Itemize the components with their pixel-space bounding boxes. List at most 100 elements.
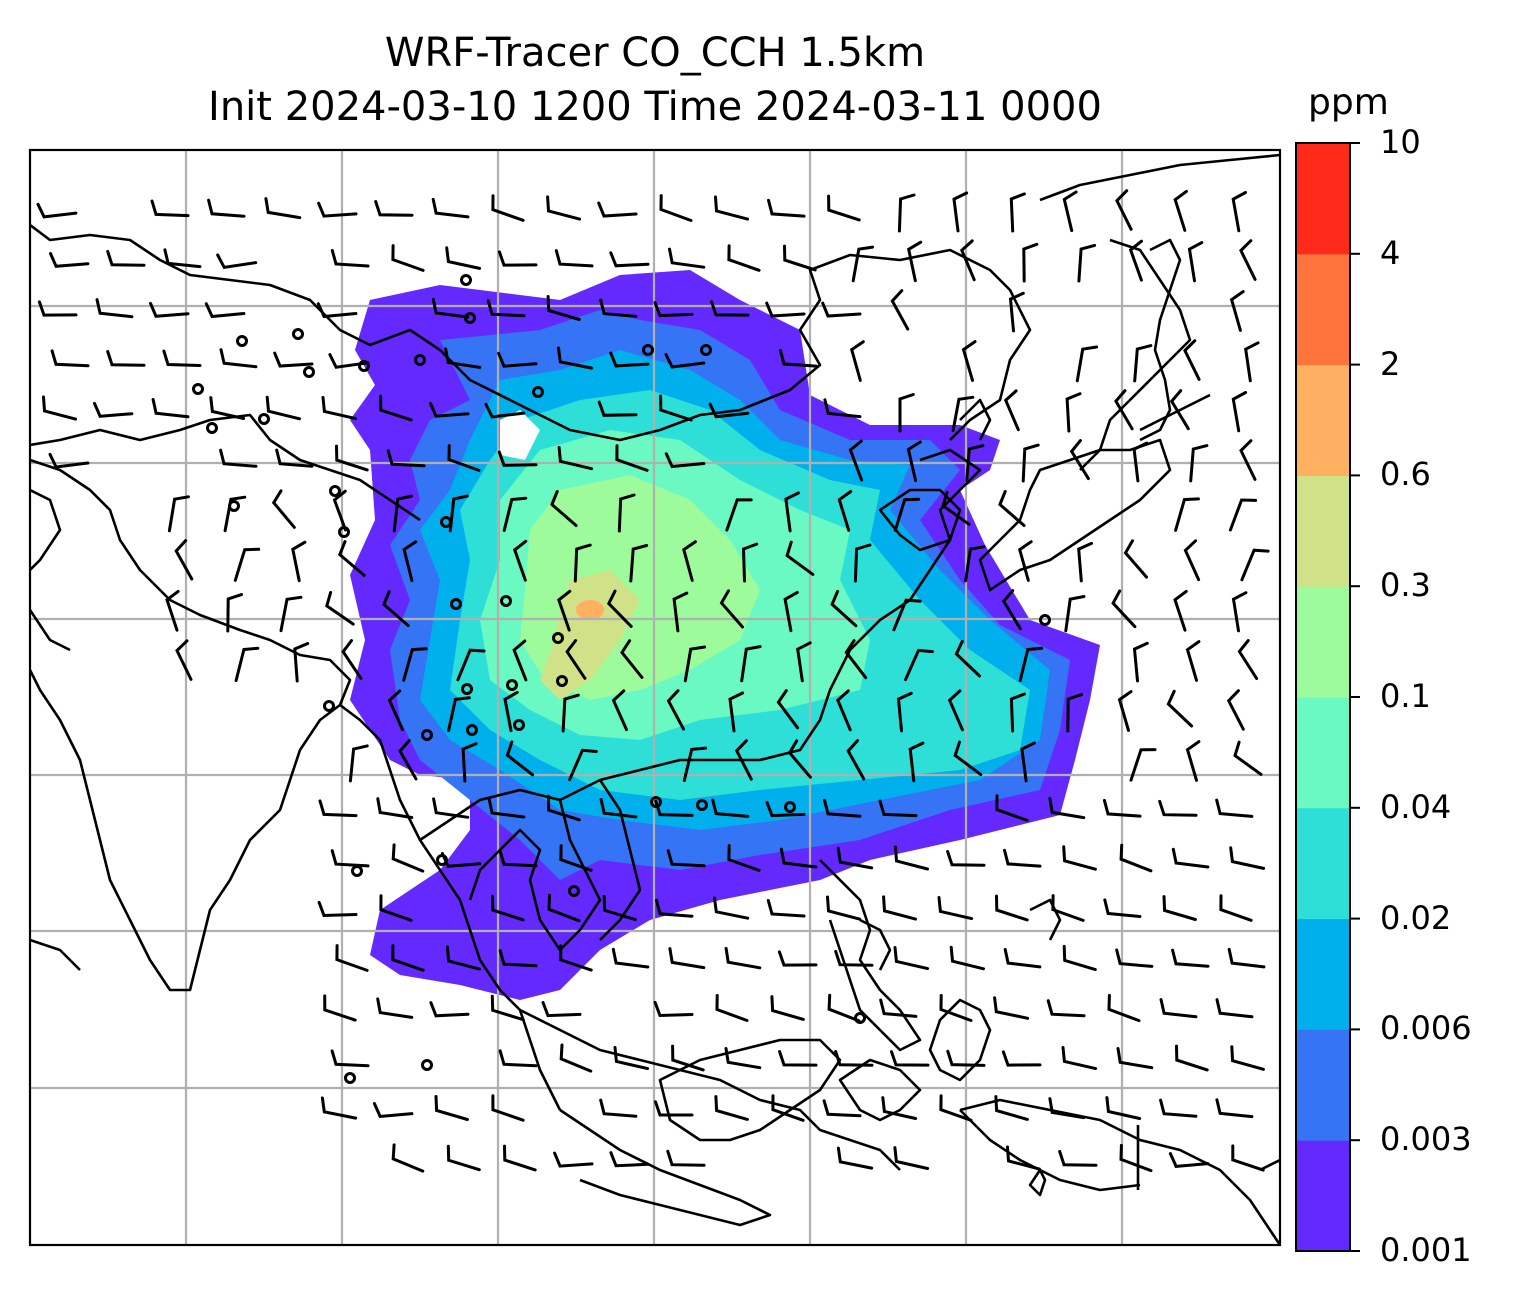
wind-barb (770, 995, 805, 1021)
wind-barb (491, 1094, 525, 1122)
wind-barb (372, 1102, 414, 1118)
wind-barb (939, 1094, 973, 1122)
coastlines (30, 153, 1280, 1245)
wind-barb (106, 350, 146, 367)
wind-barb (1168, 1152, 1210, 1168)
calm-marker (700, 344, 712, 356)
wind-barb (848, 439, 864, 482)
wind-barb (498, 849, 538, 868)
wind-barb (565, 639, 587, 680)
wind-barb (1066, 693, 1083, 733)
field-level-7 (540, 570, 640, 700)
wind-barb (836, 1146, 874, 1170)
wind-barb (1116, 1047, 1154, 1070)
wind-barb (1231, 191, 1247, 233)
wind-barb (993, 996, 1030, 1020)
wind-barb (1228, 498, 1258, 532)
wind-barb (348, 744, 369, 783)
wind-barb (834, 949, 874, 967)
wind-barb (1173, 189, 1188, 232)
wind-barb (392, 494, 413, 533)
wind-barb (960, 239, 976, 282)
wind-barb (668, 947, 706, 970)
wind-barb (659, 194, 693, 222)
wind-barb (486, 299, 526, 318)
wind-barb (946, 850, 986, 867)
wind-barb (106, 249, 146, 267)
wind-barb (49, 252, 90, 268)
wind-barb (836, 689, 852, 732)
wind-barb (654, 1100, 694, 1117)
wind-barb (1102, 798, 1142, 818)
wind-barbs (36, 189, 1270, 1173)
wind-barb (961, 340, 977, 382)
wind-barb (1001, 1050, 1042, 1067)
wind-barb (1229, 846, 1266, 870)
wind-barb (1103, 898, 1142, 918)
wind-barb (765, 301, 806, 318)
colorbar-tick-label: 0.001 (1380, 1231, 1472, 1269)
wind-barb (1069, 439, 1090, 481)
wind-barb (226, 593, 243, 633)
wind-barb (666, 689, 685, 731)
wind-barb (431, 197, 470, 219)
wind-barb (1231, 1144, 1265, 1172)
wind-barb (629, 544, 649, 583)
calm-marker (351, 865, 363, 877)
wind-barb (597, 201, 638, 218)
wind-barb (664, 452, 706, 469)
colorbar-tick-label: 0.006 (1380, 1009, 1472, 1048)
colorbar-segment (1296, 1029, 1350, 1141)
wind-barb (836, 846, 874, 870)
calm-marker (466, 724, 478, 736)
wind-barb (36, 202, 78, 219)
wind-barb (740, 645, 762, 683)
co-concentration-field (350, 270, 1100, 1000)
wind-barb (617, 493, 636, 533)
wind-barb (37, 300, 78, 317)
wind-barb (1226, 689, 1245, 731)
wind-barb (849, 340, 865, 382)
wind-barb (502, 496, 528, 532)
wind-barb (275, 448, 314, 468)
wind-barb (878, 799, 918, 818)
calm-marker (323, 700, 335, 712)
wind-barb (559, 844, 593, 872)
wind-barb (784, 491, 800, 533)
wind-barb (223, 495, 247, 533)
colorbar-segment (1296, 918, 1350, 1030)
wind-barb (209, 396, 246, 420)
colorbar-segment (1296, 807, 1350, 920)
colorbar-segment (1296, 253, 1350, 366)
wind-barb (1111, 589, 1137, 629)
wind-barb (1064, 595, 1086, 633)
wind-barb (432, 797, 470, 819)
wind-barb (216, 253, 258, 270)
calm-marker (228, 500, 240, 512)
wind-barb (446, 1144, 481, 1172)
wind-barb (557, 445, 594, 471)
wind-barb (787, 739, 812, 779)
calm-marker (552, 632, 564, 644)
wind-barb (906, 440, 922, 483)
wind-barb (728, 691, 745, 733)
wind-barb (279, 595, 303, 633)
calm-marker (258, 413, 270, 425)
wind-barb (1233, 740, 1263, 776)
colorbar-tick-label: 0.3 (1380, 566, 1431, 605)
wind-barb (429, 1001, 470, 1018)
wind-barb (271, 489, 296, 529)
calm-marker (292, 328, 304, 340)
wind-barb (821, 301, 862, 318)
wind-barb (672, 591, 689, 633)
wind-barb (264, 197, 302, 220)
wind-barb (1017, 540, 1033, 582)
wind-barb (783, 244, 817, 272)
wind-barb (1132, 441, 1149, 483)
wind-barb (671, 1044, 705, 1072)
wind-barb (50, 349, 90, 368)
wind-barb (497, 351, 538, 368)
wind-barb (941, 490, 971, 526)
wind-barb (484, 402, 526, 419)
